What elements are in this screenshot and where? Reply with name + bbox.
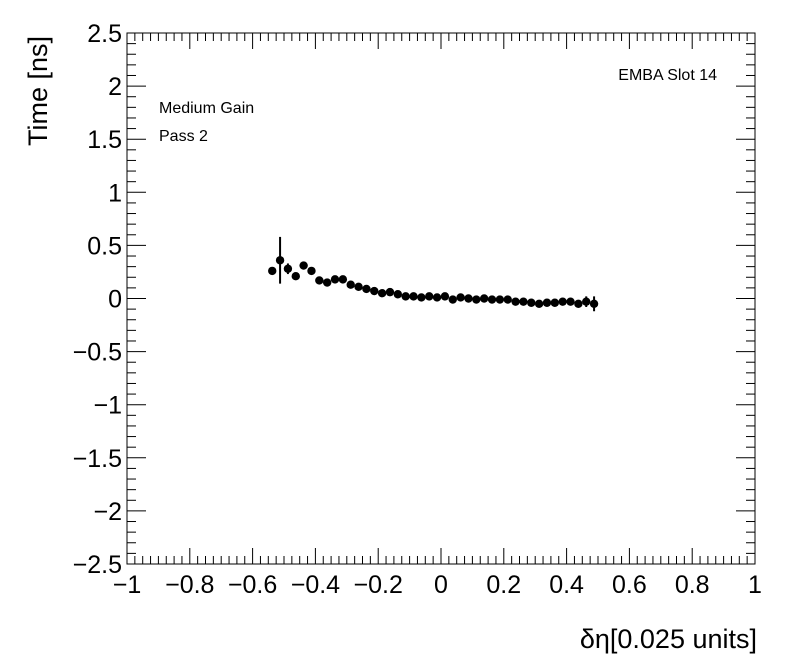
data-point xyxy=(479,294,489,303)
plot-frame xyxy=(126,32,756,565)
y-tick-label: 2.5 xyxy=(87,20,122,48)
data-point xyxy=(417,293,426,302)
data-point xyxy=(558,297,567,306)
data-point xyxy=(432,293,442,302)
x-tick-label: −0.8 xyxy=(165,571,214,599)
data-point xyxy=(464,294,473,303)
data-point xyxy=(472,295,481,304)
data-point xyxy=(495,295,505,304)
x-tick-label: 0.4 xyxy=(549,571,584,599)
y-tick-label: 0.5 xyxy=(87,232,122,260)
data-point xyxy=(589,299,599,309)
y-tick-label: −1 xyxy=(93,392,122,420)
x-tick-label: −0.4 xyxy=(291,571,340,599)
data-point xyxy=(550,298,560,307)
data-point xyxy=(393,290,403,299)
data-point xyxy=(425,292,434,301)
data-point xyxy=(503,295,512,304)
data-point xyxy=(519,297,528,306)
x-tick-label: 1 xyxy=(748,571,762,599)
data-point xyxy=(346,280,355,289)
y-tick-label: 1 xyxy=(108,179,122,207)
data-point xyxy=(322,278,332,287)
y-tick-label: 1.5 xyxy=(87,126,122,154)
data-point xyxy=(330,275,340,284)
data-point xyxy=(456,293,465,302)
data-point xyxy=(299,261,308,270)
data-point xyxy=(566,297,575,306)
y-tick-label: 0 xyxy=(108,286,122,314)
y-tick-label: −2 xyxy=(93,498,122,526)
slot-annotation: EMBA Slot 14 xyxy=(618,67,717,84)
data-point xyxy=(275,256,285,265)
y-tick-label: −0.5 xyxy=(73,339,122,367)
data-point xyxy=(283,264,293,273)
data-point xyxy=(377,288,387,298)
y-axis-title: Time [ns] xyxy=(23,36,53,146)
data-point xyxy=(268,266,277,276)
data-point xyxy=(582,297,591,306)
data-point xyxy=(385,287,395,297)
x-tick-label: 0.2 xyxy=(486,571,521,599)
data-point xyxy=(448,295,457,304)
points-layer xyxy=(268,236,599,312)
x-tick-label: 0 xyxy=(434,571,448,599)
gain-annotation: Medium Gain xyxy=(159,100,254,117)
ticks-layer xyxy=(126,32,756,565)
data-point xyxy=(534,299,544,309)
pass-annotation: Pass 2 xyxy=(159,128,208,145)
data-point xyxy=(574,299,583,309)
y-tick-label: −2.5 xyxy=(73,551,122,579)
data-point xyxy=(511,297,520,306)
data-point xyxy=(401,292,410,301)
x-tick-label: −0.2 xyxy=(354,571,403,599)
data-point xyxy=(409,292,418,301)
data-point xyxy=(527,298,536,307)
data-point xyxy=(315,276,324,285)
data-point xyxy=(370,286,379,296)
data-point xyxy=(487,295,497,304)
x-tick-label: −1 xyxy=(113,571,142,599)
data-point xyxy=(307,266,316,276)
x-tick-label: −0.6 xyxy=(228,571,277,599)
x-tick-label: 0.6 xyxy=(612,571,647,599)
x-tick-label: 0.8 xyxy=(675,571,710,599)
y-tick-label: 2 xyxy=(108,73,122,101)
data-point xyxy=(291,271,300,281)
data-point xyxy=(440,292,450,301)
labels-layer: −1 −0.8 −0.6 −0.4 −0.2 0 0.2 0.4 0.6 0.8 1 2.5 2 1.5 1… xyxy=(73,20,762,599)
y-tick-label: −1.5 xyxy=(73,445,122,473)
data-point xyxy=(362,284,371,294)
x-axis-title: δη[0.025 units] xyxy=(580,624,757,654)
data-point xyxy=(542,298,552,307)
data-point xyxy=(354,282,363,292)
data-point xyxy=(338,275,348,284)
